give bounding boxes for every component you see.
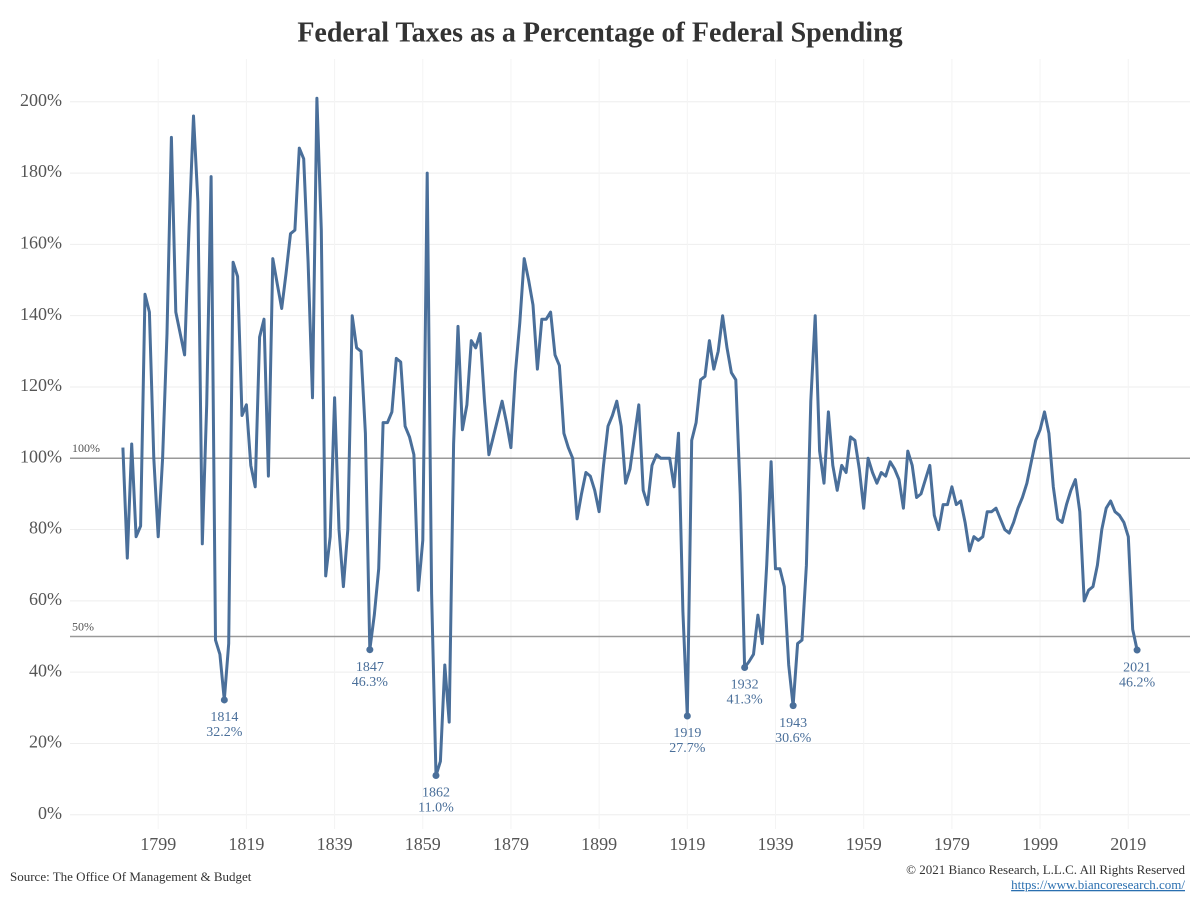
reference-label: 100% — [72, 441, 100, 455]
y-tick-label: 180% — [20, 161, 62, 181]
annotation-point — [1133, 646, 1141, 654]
reference-label: 50% — [72, 619, 94, 633]
annotation-year: 1862 — [422, 786, 450, 801]
source-note: Source: The Office Of Management & Budge… — [10, 869, 252, 884]
annotation-value: 46.3% — [352, 675, 389, 690]
x-tick-label: 1859 — [405, 834, 441, 854]
chart-title: Federal Taxes as a Percentage of Federal… — [297, 17, 902, 48]
x-tick-label: 1939 — [758, 834, 794, 854]
x-tick-label: 1979 — [934, 834, 970, 854]
annotation-value: 27.7% — [669, 741, 706, 756]
annotation-point — [432, 772, 440, 780]
annotation-year: 1919 — [673, 726, 701, 741]
x-tick-label: 1819 — [228, 834, 264, 854]
annotation-point — [789, 702, 797, 710]
annotation-point — [683, 712, 691, 720]
annotation-value: 30.6% — [775, 731, 812, 746]
annotation-point — [741, 664, 749, 672]
data-line — [121, 96, 1139, 777]
y-tick-label: 0% — [38, 803, 62, 823]
y-tick-label: 60% — [29, 589, 62, 609]
annotation-point — [220, 696, 228, 704]
x-tick-label: 2019 — [1110, 834, 1146, 854]
x-tick-label: 1959 — [846, 834, 882, 854]
url-link[interactable]: https://www.biancoresearch.com/ — [1011, 877, 1185, 892]
y-tick-label: 200% — [20, 90, 62, 110]
x-tick-label: 1999 — [1022, 834, 1058, 854]
y-tick-label: 160% — [20, 232, 62, 252]
copyright: © 2021 Bianco Research, L.L.C. All Right… — [906, 862, 1185, 877]
x-tick-label: 1839 — [317, 834, 353, 854]
annotation-value: 46.2% — [1119, 675, 1156, 690]
annotation-value: 11.0% — [418, 801, 454, 816]
y-tick-label: 80% — [29, 518, 62, 538]
annotation-year: 1932 — [731, 678, 759, 693]
y-tick-label: 140% — [20, 304, 62, 324]
y-tick-label: 100% — [20, 446, 62, 466]
y-tick-label: 120% — [20, 375, 62, 395]
y-tick-label: 20% — [29, 732, 62, 752]
annotation-value: 32.2% — [206, 725, 243, 740]
annotation-value: 41.3% — [727, 693, 764, 708]
x-tick-label: 1799 — [140, 834, 176, 854]
x-tick-label: 1919 — [669, 834, 705, 854]
annotation-point — [366, 646, 374, 654]
annotation-year: 1847 — [356, 660, 384, 675]
x-tick-label: 1879 — [493, 834, 529, 854]
x-tick-label: 1899 — [581, 834, 617, 854]
annotation-year: 1814 — [210, 710, 238, 725]
y-tick-label: 40% — [29, 660, 62, 680]
annotation-year: 2021 — [1123, 660, 1151, 675]
annotation-year: 1943 — [779, 716, 807, 731]
